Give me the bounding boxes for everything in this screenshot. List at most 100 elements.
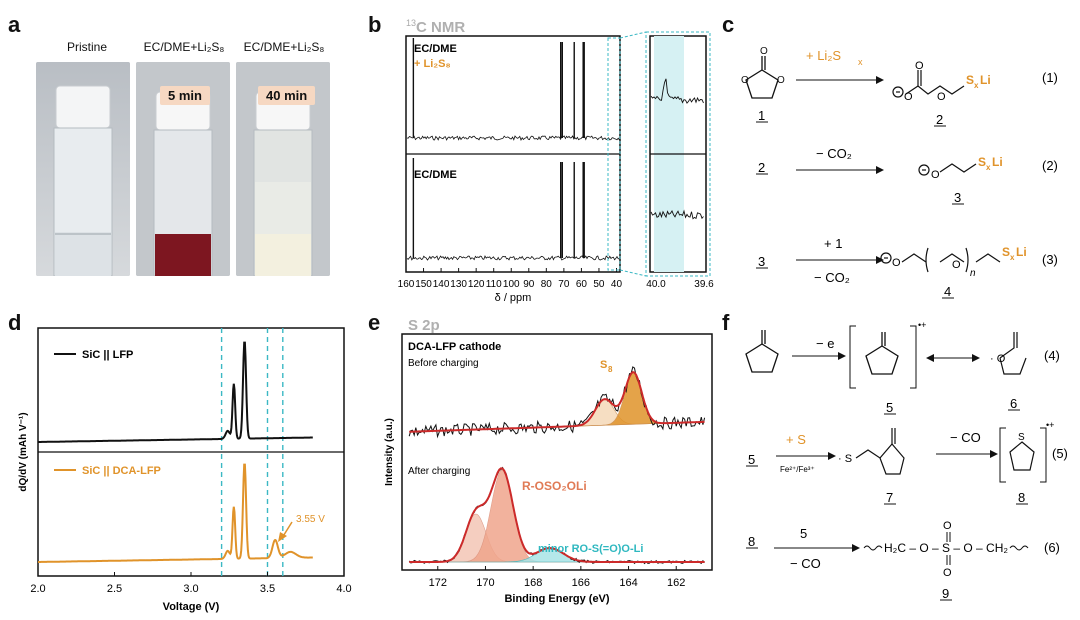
c4-sxli-li: Li [1016, 245, 1027, 259]
vial-label-40min: EC/DME+Li₂S₈ [243, 40, 325, 54]
radical-cation-8: •+ [1046, 420, 1054, 430]
eq-6: (6) [1044, 540, 1060, 555]
annotation-3-55: 3.55 V [296, 514, 325, 525]
arrow6-bottom-label: − CO [790, 556, 821, 571]
bracket-8-right [1040, 427, 1047, 483]
radical-cation-5: •+ [918, 320, 926, 330]
dqdv-chart: SiC || LFP SiC || DCA-LFP 3.55 V 2.0 2.5 3… [18, 327, 352, 613]
xps-tick-label: 164 [619, 577, 637, 589]
compound-5-label: 5 [886, 400, 893, 415]
zoom-traces [650, 78, 704, 220]
scheme-f: − e •+ · O 5 6 (4) 5 + S Fe²⁺/Fe³⁺ · S −… [745, 320, 1068, 601]
panel-letter-a: a [8, 12, 21, 37]
panel-letter-b: b [368, 12, 382, 37]
xps-frame [401, 333, 713, 571]
dqdv-y-label: dQ/dV (mAh V⁻¹) [18, 412, 29, 491]
compound-8-label: 8 [1018, 490, 1025, 505]
nmr-x-label: δ / ppm [495, 292, 532, 304]
nmr-tick-label: 60 [576, 279, 588, 290]
ec-radical-5 [865, 332, 899, 375]
xps-minor-label: minor RO-S(=O)O-Li [538, 543, 643, 555]
compound-1-label: 1 [758, 108, 765, 123]
dqdv-tick-label: 3.5 [260, 583, 275, 595]
reactant-5-label: 5 [748, 452, 755, 467]
nmr-tick-label: 110 [486, 279, 502, 290]
xps-tick-label: 172 [429, 577, 447, 589]
nmr-zoom-region [607, 37, 621, 271]
xps-tick-label: 170 [476, 577, 494, 589]
compound-9-label: 9 [942, 586, 949, 601]
eq-2: (2) [1042, 158, 1058, 173]
vial-label-pristine: Pristine [66, 40, 107, 54]
arrow4-label: − e [816, 336, 834, 351]
xps-after-label: After charging [408, 466, 470, 477]
nmr-baseline-0 [406, 135, 620, 141]
nmr-title-sup: 13 [406, 18, 416, 28]
arrow1-label: + Li₂S [806, 48, 841, 63]
xps-tick-label: 166 [572, 577, 590, 589]
c2-sxli-x: x [974, 81, 979, 90]
c8-s: S [1018, 432, 1025, 443]
zoom-trace-1 [650, 209, 704, 220]
zoom-trace-0 [650, 78, 704, 104]
panel-letter-e: e [368, 310, 381, 335]
arrow3-bottom-label: − CO₂ [814, 270, 850, 285]
legend-label-2: SiC || DCA-LFP [82, 465, 161, 477]
c4-sxli-x: x [1010, 253, 1015, 262]
dqdv-series-0 [38, 341, 313, 443]
scheme-c: O O O 1 + Li₂S x O O O S x Li 2 (1) 2 − … [741, 46, 1058, 299]
arrow1-sub: x [858, 57, 863, 67]
xps-roso2oli-label: R-OSO₂OLi [522, 479, 587, 493]
dqdv-x-label: Voltage (V) [163, 601, 220, 613]
so-o-down: O [943, 567, 952, 579]
c2-o3: O [937, 91, 946, 103]
nmr-traces [405, 38, 620, 272]
xps-before-label: Before charging [408, 358, 479, 369]
xps-before-fit [409, 370, 705, 433]
svg-text:O: O [777, 75, 785, 86]
legend-label-1: SiC || LFP [82, 349, 133, 361]
product-9: H₂C – O – S – O – CH₂ [884, 541, 1008, 555]
open-radical-6 [999, 332, 1027, 375]
xps-cathode-label: DCA-LFP cathode [408, 341, 501, 353]
compound-2-label: 2 [936, 112, 943, 127]
eq-1: (1) [1042, 70, 1058, 85]
arrow2-label: − CO₂ [816, 146, 852, 161]
arrow6-top-label: 5 [800, 526, 807, 541]
c3-sxli-x: x [986, 163, 991, 172]
c3-sxli-li: Li [992, 155, 1003, 169]
vial-photo-pristine [36, 62, 130, 276]
panel-letter-f: f [722, 310, 730, 335]
compound-7-label: 7 [886, 490, 893, 505]
wavy-right [1009, 545, 1029, 551]
compound-6-label: 6 [1010, 396, 1017, 411]
zoom-connector-top [619, 31, 647, 39]
arrow5-top-label: + S [786, 432, 806, 447]
eq-5: (5) [1052, 446, 1068, 461]
zoom-outline [645, 31, 711, 277]
compound-2-structure [892, 70, 965, 98]
c6-o: · O [990, 353, 1006, 365]
c2-sxli-s: S [966, 73, 974, 87]
xps-chart: S 2p DCA-LFP cathode Before charging Aft… [384, 317, 713, 605]
c4-n: n [970, 268, 976, 279]
compound-4-structure [880, 247, 1001, 273]
panel-letter-c: c [722, 12, 735, 37]
nmr-tick-label: 50 [593, 279, 605, 290]
dqdv-tick-label: 3.0 [183, 583, 198, 595]
compound-3-label: 3 [954, 190, 961, 205]
xps-x-ticks: 172 170 168 166 164 162 [429, 566, 685, 589]
c4-o1: O [892, 257, 901, 269]
nmr-tick-label: 80 [541, 279, 553, 290]
time-tag-40min: 40 min [258, 86, 316, 105]
nmr-top-label-1: EC/DME [414, 43, 457, 55]
compound-3-structure [918, 163, 977, 176]
xps-tick-label: 162 [667, 577, 685, 589]
dqdv-tick-label: 2.0 [30, 583, 45, 595]
xps-s8-sub: 8 [608, 365, 613, 374]
wavy-left [863, 545, 883, 551]
eq-4: (4) [1044, 348, 1060, 363]
c3-sxli-s: S [978, 155, 986, 169]
dqdv-x-ticks: 2.0 2.5 3.0 3.5 4.0 [30, 572, 352, 595]
arrow3-top-label: + 1 [824, 236, 842, 251]
